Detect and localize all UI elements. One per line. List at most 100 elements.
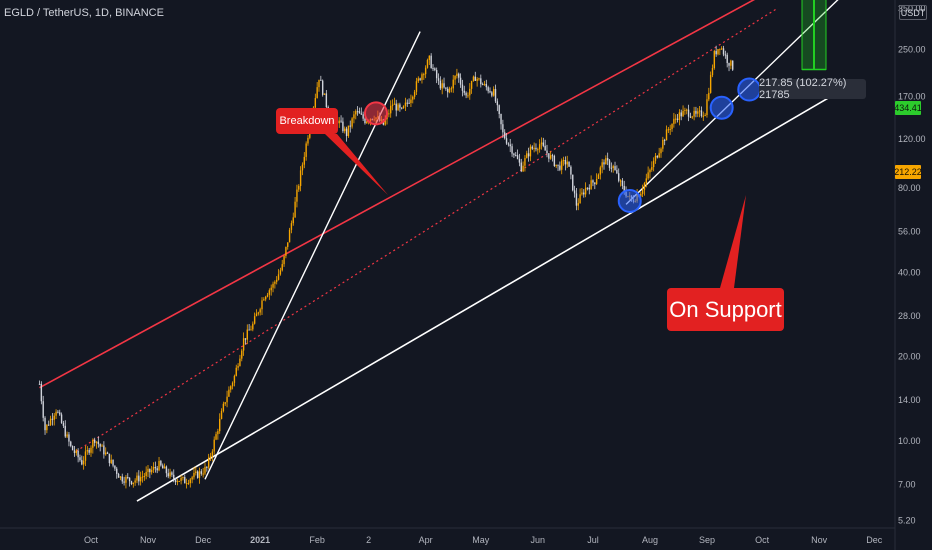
candle-body	[154, 466, 157, 469]
candle-body	[349, 125, 351, 127]
y-tick-label: 40.00	[898, 267, 921, 277]
candle-body	[719, 48, 721, 50]
trendlines-layer[interactable]	[39, 0, 849, 502]
candle-body	[413, 91, 416, 97]
candle-body	[226, 396, 228, 403]
candle-body	[117, 473, 120, 478]
candle-body	[728, 63, 730, 66]
candle-body	[608, 160, 611, 168]
candle-body	[575, 193, 578, 206]
candle-body	[132, 482, 134, 485]
candle-body	[426, 59, 429, 68]
breakdown-callout[interactable]: Breakdown	[276, 108, 338, 134]
candle-body	[86, 449, 89, 452]
candle-body	[106, 452, 109, 454]
candle-body	[671, 123, 673, 130]
candle-body	[362, 114, 364, 119]
candle-body	[233, 375, 236, 383]
on-support-callout[interactable]: On Support	[667, 288, 784, 331]
candle-body	[191, 477, 193, 480]
candle-body	[276, 279, 278, 282]
candle-body	[283, 255, 285, 265]
currency-unit-button[interactable]: USDT	[899, 5, 927, 20]
candle-body	[551, 155, 554, 157]
candle-body	[180, 477, 182, 481]
candle-body	[691, 116, 693, 118]
candle-body	[706, 99, 708, 116]
candle-body	[713, 51, 716, 69]
candle-body	[40, 383, 43, 402]
candle-body	[119, 476, 122, 478]
candle-body	[491, 92, 493, 96]
candle-body	[566, 161, 568, 165]
x-tick-label: Jul	[587, 535, 599, 545]
candle-body	[314, 98, 317, 108]
candle-body	[274, 281, 276, 284]
candle-body	[469, 88, 471, 96]
y-tick-label: 7.00	[898, 479, 916, 489]
candle-body	[263, 299, 265, 301]
candle-body	[654, 155, 657, 161]
candle-body	[610, 167, 613, 169]
candle-body	[92, 439, 94, 448]
annotations-layer[interactable]	[325, 0, 895, 288]
candle-body	[487, 87, 489, 92]
x-tick-label: Apr	[419, 535, 433, 545]
candle-body	[388, 113, 390, 115]
candle-body	[673, 118, 675, 124]
candle-body	[448, 88, 451, 93]
candle-body	[204, 466, 206, 474]
candle-body	[252, 323, 254, 330]
candle-body	[584, 187, 587, 195]
candle-body	[264, 296, 267, 300]
candle-body	[97, 441, 100, 445]
candle-body	[395, 103, 397, 111]
candle-body	[93, 439, 96, 443]
candle-body	[583, 192, 585, 195]
candle-body	[452, 79, 454, 89]
candle-body	[408, 102, 410, 104]
candle-body	[257, 312, 260, 314]
candle-body	[340, 120, 342, 122]
candle-body	[662, 139, 664, 149]
candle-body	[307, 137, 309, 144]
candle-body	[198, 471, 201, 478]
y-tick-label: 20.00	[898, 352, 921, 362]
candle-body	[88, 449, 90, 453]
candle-body	[158, 460, 160, 471]
candle-body	[272, 283, 274, 288]
candle-body	[259, 309, 261, 313]
symbol-title[interactable]: EGLD / TetherUS, 1D, BINANCE	[4, 7, 164, 19]
price-range-measure-label[interactable]: 217.85 (102.27%) 21785	[759, 77, 866, 101]
candle-body	[139, 477, 142, 482]
candle-body	[235, 367, 237, 376]
candle-body	[116, 468, 118, 474]
candle-body	[572, 174, 574, 191]
y-tick-label: 80.00	[898, 183, 921, 193]
candle-body	[570, 166, 572, 175]
candle-body	[38, 383, 41, 385]
candle-body	[189, 479, 191, 484]
candle-body	[562, 160, 565, 162]
candle-body	[667, 129, 670, 131]
candle-body	[564, 160, 567, 165]
candle-body	[697, 111, 699, 114]
channel-top-line	[39, 0, 756, 389]
candle-body	[474, 76, 476, 81]
candle-body	[384, 119, 386, 125]
candle-body	[590, 180, 592, 190]
candle-body	[73, 450, 76, 453]
candle-body	[108, 453, 111, 464]
y-tick-label: 14.00	[898, 395, 921, 405]
candle-body	[105, 452, 107, 455]
candle-body	[167, 473, 169, 477]
time-axis-ticks: Oct Nov Dec 2021 Feb 2 Apr May Jun Jul Aug Sep Oct No…	[84, 535, 883, 545]
x-tick-label: Nov	[811, 535, 828, 545]
candle-body	[656, 155, 659, 158]
candle-body	[441, 83, 443, 89]
candle-body	[619, 180, 622, 182]
candle-body	[647, 172, 649, 179]
candle-body	[546, 150, 548, 154]
